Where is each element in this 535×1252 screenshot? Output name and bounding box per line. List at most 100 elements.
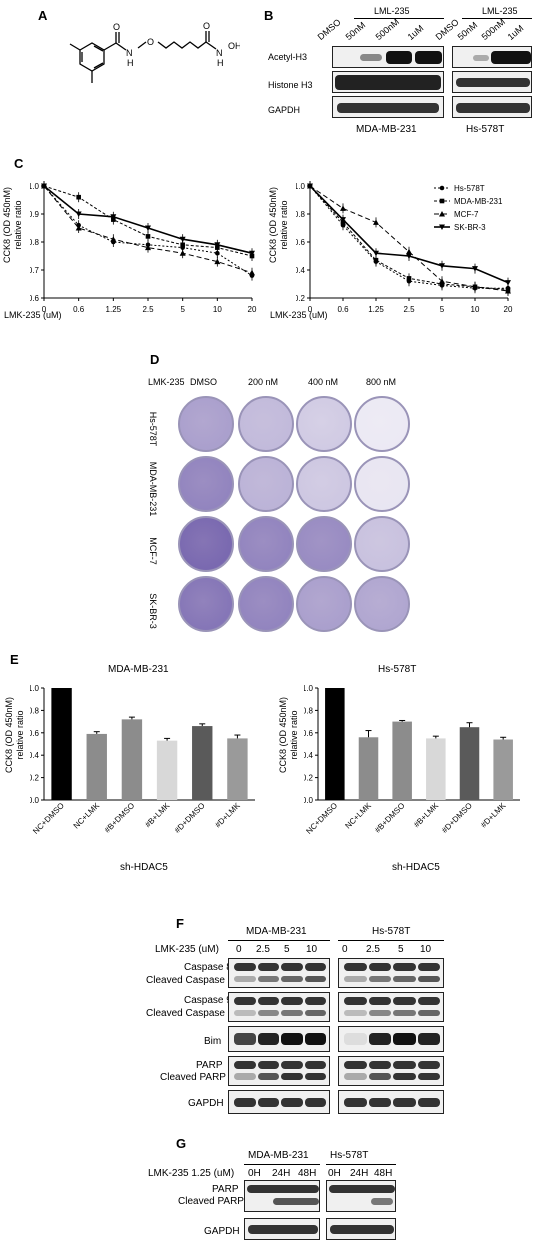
point — [505, 280, 511, 286]
colony-dish — [354, 456, 410, 512]
chart-e-right: 0.0 0.2 0.4 0.6 0.8 1.0 NC+DMSO NC+LMK #B+DMSO #B… — [304, 684, 520, 836]
legend-marker — [439, 185, 445, 191]
blot-g-parp-left — [244, 1180, 320, 1212]
atom-n2: N — [216, 48, 223, 58]
point — [179, 250, 186, 256]
g-time-24-l: 24H — [272, 1168, 291, 1179]
blot-b-acetyl-right — [452, 46, 532, 68]
band — [344, 976, 367, 982]
colony-dish — [238, 576, 294, 632]
blot-b-histone-left — [332, 71, 444, 93]
g-time-48-l: 48H — [298, 1168, 317, 1179]
y-tick-label: 0.0 — [304, 796, 314, 805]
bar — [325, 688, 345, 800]
band — [417, 1098, 440, 1107]
bar — [493, 739, 513, 800]
atom-o3: O — [203, 21, 210, 31]
bar — [392, 721, 412, 800]
y-tick-label: 0.6 — [30, 729, 40, 738]
panel-label-d: D — [150, 352, 160, 367]
x-tick-label: NC+DMSO — [304, 801, 339, 836]
x-tick-label: #B+DMSO — [373, 801, 407, 835]
x-tick-label: 2.5 — [142, 305, 154, 314]
band — [393, 976, 416, 982]
point — [439, 278, 445, 284]
x-tick-label: 10 — [213, 305, 222, 314]
y-tick-label: 0.4 — [296, 266, 306, 275]
g-cell-mda: MDA-MB-231 — [248, 1150, 309, 1161]
atom-h2: H — [217, 58, 224, 68]
band — [257, 1033, 279, 1045]
panel-label-b: B — [264, 8, 274, 23]
bar — [121, 719, 143, 800]
blot-b-gapdh-right — [452, 96, 532, 118]
x-tick-label: 1.25 — [368, 305, 384, 314]
y-tick-label: 0.7 — [30, 266, 40, 275]
band — [281, 1073, 303, 1080]
y-tick-label: 0.8 — [296, 210, 306, 219]
colony-dish — [354, 396, 410, 452]
band — [344, 1073, 367, 1080]
blot-g-parp-right — [326, 1180, 396, 1212]
e-ylabel-right: CCK8 (OD 450nM) relative ratio — [278, 696, 299, 774]
x-tick-label: 0.6 — [73, 305, 85, 314]
g-row-parp: PARP — [212, 1184, 239, 1195]
d-row-mda: MDA-MB-231 — [148, 461, 158, 517]
blot-f — [338, 992, 444, 1022]
f-dose-5-l: 5 — [284, 944, 290, 955]
x-tick-label: 2.5 — [403, 305, 415, 314]
y-tick-label: 1.0 — [30, 182, 40, 191]
b-row-gapdh: GAPDH — [268, 105, 301, 115]
point — [75, 225, 82, 231]
point — [180, 242, 185, 248]
d-col-800: 800 nM — [366, 377, 397, 387]
f-dose-10-r: 10 — [420, 944, 432, 955]
b-lane-dmso-r: DMSO — [433, 16, 461, 42]
y-tick-label: 1.0 — [304, 684, 314, 693]
f-dose-2.5-r: 2.5 — [366, 944, 380, 955]
x-tick-label: #B+DMSO — [103, 801, 137, 835]
b-treatment-right: LML-235 — [482, 6, 518, 16]
blot-f — [228, 992, 330, 1022]
band — [368, 963, 391, 971]
bar — [192, 726, 213, 800]
band — [257, 1010, 279, 1016]
f-cell-mda: MDA-MB-231 — [246, 926, 307, 937]
band — [257, 1061, 279, 1069]
blot-f — [228, 1056, 330, 1086]
y-tick-label: 0.6 — [296, 238, 306, 247]
blot-f — [338, 1026, 444, 1052]
e-ylabel-left: CCK8 (OD 450nM) relative ratio — [4, 696, 25, 774]
point — [472, 266, 478, 272]
band — [257, 976, 279, 982]
point — [145, 234, 151, 239]
y-tick-label: 0.2 — [304, 774, 314, 783]
colony-dish — [354, 516, 410, 572]
band — [344, 1033, 367, 1045]
bar — [358, 737, 379, 800]
panel-label-c: C — [14, 156, 24, 171]
panel-label-f: F — [176, 916, 184, 931]
band — [304, 997, 326, 1005]
colony-dish — [296, 396, 352, 452]
blot-b-histone-right — [452, 71, 532, 93]
blot-g-gapdh-right — [326, 1218, 396, 1240]
panel-label-g: G — [176, 1136, 187, 1151]
band — [281, 997, 303, 1005]
colony-dish — [178, 396, 234, 452]
g-row-cparp: Cleaved PARP — [178, 1196, 244, 1207]
point — [406, 276, 412, 281]
band — [417, 1010, 440, 1016]
d-col-200: 200 nM — [248, 377, 279, 387]
f-dose-2.5-l: 2.5 — [256, 944, 270, 955]
blot-f — [338, 1056, 444, 1086]
atom-oh: OH — [228, 41, 240, 51]
legend-label: SK-BR-3 — [454, 223, 486, 232]
x-tick-label: #D+LMK — [213, 801, 242, 830]
bar — [51, 688, 72, 800]
band — [417, 976, 440, 982]
f-row-ccasp9: Cleaved Caspase 9 — [146, 1008, 234, 1019]
b-lane-500-l: 500nM — [373, 16, 402, 42]
g-time-0-r: 0H — [328, 1168, 341, 1179]
colony-dish — [354, 576, 410, 632]
